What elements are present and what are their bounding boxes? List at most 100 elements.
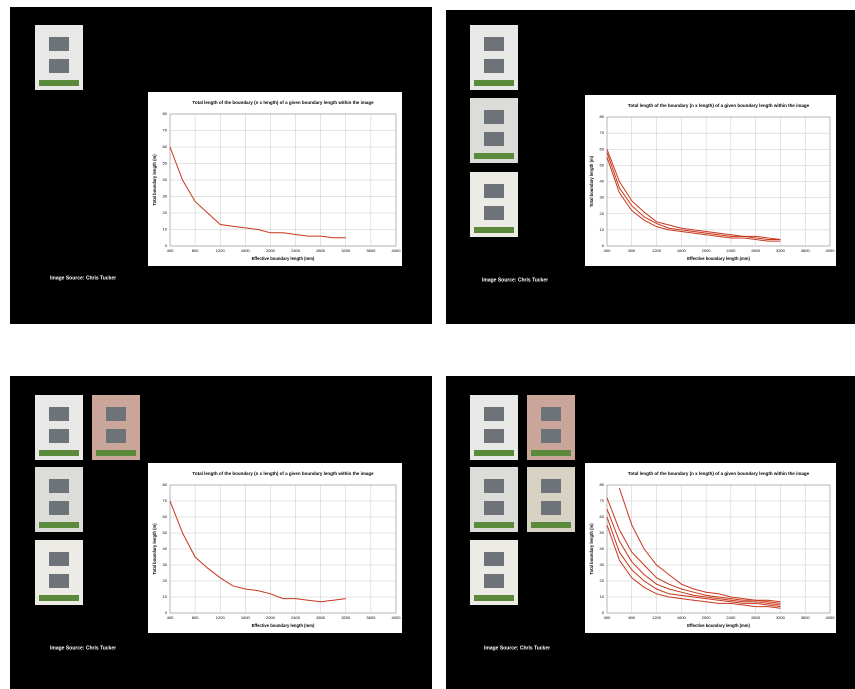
hedge — [39, 522, 79, 528]
window — [484, 429, 504, 443]
x-tick-label: 3200 — [341, 248, 351, 253]
x-tick-label: 2800 — [751, 615, 761, 620]
window — [106, 429, 126, 443]
x-tick-label: 3600 — [366, 248, 376, 253]
y-tick-label: 70 — [163, 128, 168, 133]
hedge — [474, 522, 514, 528]
x-tick-label: 2000 — [266, 248, 276, 253]
x-tick-label: 1600 — [677, 248, 687, 253]
window — [541, 479, 561, 493]
y-tick-label: 10 — [163, 227, 168, 232]
x-tick-label: 4000 — [392, 615, 402, 620]
window — [484, 184, 504, 198]
y-tick-label: 10 — [163, 594, 168, 599]
window — [49, 429, 69, 443]
window — [49, 479, 69, 493]
y-tick-label: 20 — [163, 210, 168, 215]
window — [541, 501, 561, 515]
y-tick-label: 80 — [163, 111, 168, 116]
x-tick-label: 1200 — [216, 615, 226, 620]
x-tick-label: 1600 — [677, 615, 687, 620]
x-tick-label: 2400 — [291, 248, 301, 253]
hedge — [474, 595, 514, 601]
hedge — [474, 450, 514, 456]
x-tick-label: 400 — [167, 248, 174, 253]
y-tick-label: 50 — [600, 530, 605, 535]
y-tick-label: 80 — [163, 482, 168, 487]
caption: Image Source: Chris Tucker — [50, 275, 116, 281]
window — [541, 407, 561, 421]
x-tick-label: 800 — [628, 248, 635, 253]
x-tick-label: 2400 — [726, 248, 736, 253]
hedge — [474, 80, 514, 86]
window — [484, 206, 504, 220]
y-tick-label: 40 — [163, 177, 168, 182]
hedge — [531, 450, 571, 456]
x-axis-label: Effective boundary length (mm) — [252, 623, 315, 628]
y-tick-label: 10 — [600, 227, 605, 232]
x-tick-label: 400 — [604, 615, 611, 620]
window — [541, 429, 561, 443]
y-tick-label: 10 — [600, 594, 605, 599]
window — [484, 59, 504, 73]
window — [484, 479, 504, 493]
x-tick-label: 400 — [167, 615, 174, 620]
window — [49, 37, 69, 51]
x-tick-label: 800 — [192, 615, 199, 620]
y-tick-label: 20 — [600, 578, 605, 583]
window — [484, 132, 504, 146]
window — [49, 501, 69, 515]
chart-title: Total length of the boundary (n x length… — [192, 100, 374, 105]
y-tick-label: 70 — [163, 498, 168, 503]
y-axis-label: Total boundary length (m) — [152, 154, 157, 206]
y-tick-label: 80 — [600, 114, 605, 119]
y-tick-label: 40 — [600, 546, 605, 551]
y-axis-label: Total boundary length (m) — [589, 523, 594, 575]
window — [484, 407, 504, 421]
x-tick-label: 400 — [604, 248, 611, 253]
x-tick-label: 2000 — [266, 615, 276, 620]
chart-area — [148, 92, 402, 266]
x-tick-label: 2400 — [726, 615, 736, 620]
caption: Image Source: Chris Tucker — [484, 645, 550, 651]
window — [484, 552, 504, 566]
y-tick-label: 30 — [163, 562, 168, 567]
chart-title: Total length of the boundary (n x length… — [628, 471, 810, 476]
y-tick-label: 50 — [163, 161, 168, 166]
y-tick-label: 50 — [600, 162, 605, 167]
chart-title: Total length of the boundary (n x length… — [192, 471, 374, 476]
y-tick-label: 30 — [600, 562, 605, 567]
window — [484, 110, 504, 124]
y-tick-label: 70 — [600, 130, 605, 135]
x-tick-label: 3600 — [801, 615, 811, 620]
caption: Image Source: Chris Tucker — [50, 645, 116, 651]
y-axis-label: Total boundary length (m) — [589, 155, 594, 207]
x-axis-label: Effective boundary length (mm) — [687, 256, 750, 261]
chart-area — [585, 95, 836, 266]
x-axis-label: Effective boundary length (mm) — [687, 623, 750, 628]
x-tick-label: 4000 — [392, 248, 402, 253]
hedge — [474, 153, 514, 159]
x-tick-label: 1600 — [241, 248, 251, 253]
x-tick-label: 1200 — [652, 248, 662, 253]
x-tick-label: 3200 — [341, 615, 351, 620]
y-tick-label: 60 — [600, 146, 605, 151]
y-tick-label: 30 — [163, 194, 168, 199]
y-tick-label: 40 — [600, 179, 605, 184]
window — [484, 574, 504, 588]
y-axis-label: Total boundary length (m) — [152, 523, 157, 575]
x-tick-label: 1600 — [241, 615, 251, 620]
chart-area — [585, 463, 836, 633]
y-tick-label: 80 — [600, 482, 605, 487]
x-tick-label: 2800 — [316, 248, 326, 253]
window — [49, 59, 69, 73]
x-tick-label: 1200 — [216, 248, 226, 253]
window — [484, 501, 504, 515]
y-tick-label: 70 — [600, 498, 605, 503]
window — [106, 407, 126, 421]
x-tick-label: 2800 — [751, 248, 761, 253]
chart-title: Total length of the boundary (n x length… — [628, 103, 810, 108]
x-tick-label: 3600 — [366, 615, 376, 620]
caption: Image Source: Chris Tucker — [482, 277, 548, 283]
x-tick-label: 4000 — [826, 615, 836, 620]
